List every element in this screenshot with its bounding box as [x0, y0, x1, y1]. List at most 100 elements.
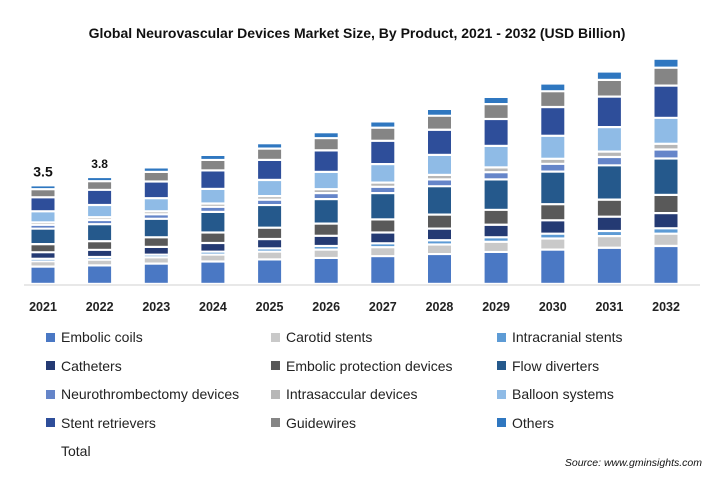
- bar-segment-2029-10: [484, 105, 508, 118]
- bar-segment-2031-6: [597, 158, 621, 165]
- x-tick-label-2027: 2027: [369, 300, 397, 314]
- bar-segment-2032-1: [654, 234, 678, 245]
- bar-segment-2025-1: [258, 252, 282, 259]
- bar-segment-2022-7: [88, 218, 112, 219]
- bar-segment-2027-10: [371, 128, 395, 140]
- bar-segment-2032-10: [654, 68, 678, 85]
- x-tick-label-2023: 2023: [142, 300, 170, 314]
- legend-swatch: [46, 447, 55, 456]
- legend-item-intracranial-stents: Intracranial stents: [497, 326, 623, 348]
- bar-segment-2023-7: [144, 212, 168, 214]
- legend-label: Intrasaccular devices: [286, 386, 418, 402]
- bar-segment-2029-5: [484, 180, 508, 209]
- bar-segment-2030-4: [541, 205, 565, 220]
- bar-segment-2025-2: [258, 249, 282, 251]
- bar-segment-2030-7: [541, 159, 565, 163]
- bar-segment-2025-5: [258, 206, 282, 227]
- legend-swatch: [497, 332, 506, 342]
- bar-segment-2031-5: [597, 166, 621, 199]
- legend-swatch: [271, 418, 280, 427]
- legend-label: Stent retrievers: [61, 414, 156, 431]
- bar-segment-2023-9: [144, 182, 168, 198]
- bar-segment-2025-7: [258, 197, 282, 199]
- bar-segment-2029-11: [484, 98, 508, 103]
- legend-label: Others: [512, 414, 555, 431]
- x-tick-label-2025: 2025: [256, 300, 284, 314]
- bar-segment-2032-3: [654, 214, 678, 228]
- bar-segment-2031-9: [597, 97, 621, 126]
- x-axis-ticks: 2021 2022 2023 2024 2025 2026 2027 2028 2029 2030…: [29, 300, 680, 314]
- bar-segment-2031-0: [597, 248, 621, 283]
- bar-segment-2031-11: [597, 72, 621, 79]
- bar-segment-2022-4: [88, 242, 112, 249]
- bar-segment-2024-8: [201, 190, 225, 203]
- bar-segment-2025-11: [258, 144, 282, 148]
- legend-item-intrasaccular-devices: Intrasaccular devices: [271, 383, 418, 405]
- legend-swatch: [497, 389, 506, 399]
- bar-segment-2026-7: [314, 190, 338, 192]
- bar-segment-2026-0: [314, 259, 338, 283]
- legend-swatch: [497, 361, 506, 370]
- legend-swatch: [46, 418, 55, 427]
- legend-label: Embolic coils: [61, 329, 143, 345]
- legend-label: Carotid stents: [286, 329, 373, 345]
- bar-segment-2024-10: [201, 161, 225, 170]
- bar-segment-2022-0: [88, 266, 112, 283]
- bar-segment-2023-10: [144, 173, 168, 181]
- bar-segment-2021-4: [31, 245, 55, 252]
- bar-segment-2027-6: [371, 187, 395, 192]
- bar-segment-2021-10: [31, 190, 55, 197]
- legend-label: Flow diverters: [512, 357, 600, 374]
- bar-segment-2031-8: [597, 128, 621, 151]
- bar-segment-2028-9: [428, 130, 451, 154]
- x-tick-label-2031: 2031: [595, 300, 623, 314]
- legend-swatch: [497, 418, 506, 427]
- bar-segment-2021-5: [31, 229, 55, 243]
- legend-label: Embolic protection devices: [286, 357, 453, 374]
- bar-segment-2028-6: [428, 180, 451, 186]
- bar-segment-2030-8: [541, 136, 565, 158]
- bar-segment-2032-7: [654, 144, 678, 149]
- bar-segment-2029-8: [484, 147, 508, 167]
- bar-segment-2028-3: [428, 229, 451, 240]
- bar-segment-2021-11: [31, 186, 55, 189]
- bar-segment-2023-3: [144, 248, 168, 254]
- bar-segment-2029-7: [484, 168, 508, 172]
- bar-segment-2021-2: [31, 259, 55, 261]
- bar-segment-2024-11: [201, 156, 225, 159]
- bar-segment-2029-1: [484, 242, 508, 251]
- legend-item-catheters: Catheters: [46, 355, 122, 377]
- bar-segment-2028-2: [428, 241, 451, 244]
- bar-segment-2031-3: [597, 217, 621, 230]
- bar-segment-2027-5: [371, 194, 395, 219]
- bar-segment-2029-3: [484, 225, 508, 237]
- bar-segment-2027-8: [371, 165, 395, 182]
- bar-segment-2026-5: [314, 200, 338, 223]
- bar-segment-2030-9: [541, 108, 565, 135]
- x-tick-label-2029: 2029: [482, 300, 510, 314]
- bar-segment-2026-2: [314, 247, 338, 249]
- bar-segment-2029-2: [484, 238, 508, 241]
- legend-item-guidewires: Guidewires: [271, 412, 356, 434]
- bar-segment-2023-6: [144, 215, 168, 218]
- bar-segment-2030-6: [541, 164, 565, 171]
- data-labels: 3.5 3.8: [33, 157, 108, 179]
- legend-label: Guidewires: [286, 414, 357, 431]
- bar-segment-2024-9: [201, 171, 225, 188]
- bar-segment-2030-3: [541, 221, 565, 233]
- bar-segment-2024-5: [201, 213, 225, 232]
- bar-segment-2021-6: [31, 225, 55, 228]
- bar-segment-2022-10: [88, 182, 112, 189]
- bar-segment-2021-0: [31, 267, 55, 283]
- bar-segment-2022-8: [88, 206, 112, 217]
- legend-label: Intracranial stents: [512, 329, 623, 345]
- bar-segment-2029-0: [484, 253, 508, 283]
- legend-item-stent-retrievers: Stent retrievers: [46, 412, 156, 434]
- bar-segment-2025-4: [258, 228, 282, 238]
- bar-segment-2025-0: [258, 260, 282, 283]
- bar-segment-2028-1: [428, 245, 451, 253]
- bar-segment-2027-1: [371, 248, 395, 256]
- legend-label: Catheters: [61, 357, 122, 374]
- bar-segment-2022-5: [88, 225, 112, 241]
